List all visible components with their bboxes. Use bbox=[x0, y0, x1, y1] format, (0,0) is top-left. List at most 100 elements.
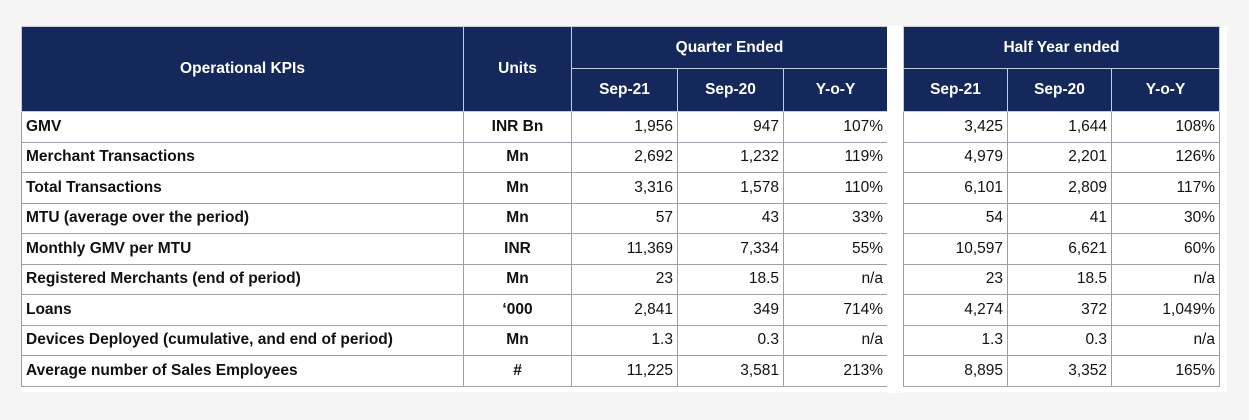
quarter-sep21-value: 11,225 bbox=[571, 355, 678, 387]
half-sep21-value: 10,597 bbox=[903, 233, 1008, 265]
header-half-sep21: Sep-21 bbox=[903, 68, 1008, 112]
kpi-unit: Mn bbox=[463, 141, 572, 173]
header-half-year-ended: Half Year ended bbox=[903, 26, 1220, 69]
kpi-name: Monthly GMV per MTU bbox=[21, 233, 464, 265]
half-sep21-value: 23 bbox=[903, 263, 1008, 295]
half-sep21-value: 4,274 bbox=[903, 294, 1008, 326]
half-sep20-value: 18.5 bbox=[1007, 263, 1112, 295]
half-sep20-value: 372 bbox=[1007, 294, 1112, 326]
kpi-name: Total Transactions bbox=[21, 172, 464, 204]
quarter-sep20-value: 43 bbox=[677, 202, 784, 234]
kpi-unit: Mn bbox=[463, 324, 572, 356]
table-row: Loans ‘000 2,841 349 714% bbox=[21, 294, 888, 326]
quarter-yoy-value: n/a bbox=[783, 263, 888, 295]
quarter-yoy-value: n/a bbox=[783, 324, 888, 356]
quarter-yoy-value: 33% bbox=[783, 202, 888, 234]
table-row: Registered Merchants (end of period) Mn … bbox=[21, 263, 888, 295]
quarter-yoy-value: 119% bbox=[783, 141, 888, 173]
kpi-unit: Mn bbox=[463, 202, 572, 234]
table-gap bbox=[887, 26, 903, 393]
quarter-sep20-value: 3,581 bbox=[677, 355, 784, 387]
table-row: Devices Deployed (cumulative, and end of… bbox=[21, 324, 888, 356]
table-row: 1.3 0.3 n/a bbox=[903, 324, 1220, 356]
table-row: Average number of Sales Employees # 11,2… bbox=[21, 355, 888, 387]
quarter-sep20-value: 18.5 bbox=[677, 263, 784, 295]
half-sep20-value: 2,809 bbox=[1007, 172, 1112, 204]
quarter-sep20-value: 947 bbox=[677, 111, 784, 143]
quarter-sep20-value: 7,334 bbox=[677, 233, 784, 265]
table-row: 3,425 1,644 108% bbox=[903, 111, 1220, 143]
quarter-sep20-value: 1,578 bbox=[677, 172, 784, 204]
quarter-yoy-value: 213% bbox=[783, 355, 888, 387]
kpi-unit: INR bbox=[463, 233, 572, 265]
half-sep21-value: 1.3 bbox=[903, 324, 1008, 356]
table-row: 23 18.5 n/a bbox=[903, 263, 1220, 295]
table-row: 4,979 2,201 126% bbox=[903, 141, 1220, 173]
quarter-yoy-value: 107% bbox=[783, 111, 888, 143]
half-sep21-value: 6,101 bbox=[903, 172, 1008, 204]
half-sep20-value: 3,352 bbox=[1007, 355, 1112, 387]
header-quarter-sep21: Sep-21 bbox=[571, 68, 678, 112]
kpi-unit: INR Bn bbox=[463, 111, 572, 143]
header-half-yoy: Y-o-Y bbox=[1111, 68, 1220, 112]
table-row: Merchant Transactions Mn 2,692 1,232 119… bbox=[21, 141, 888, 173]
kpi-unit: Mn bbox=[463, 263, 572, 295]
table-row: 8,895 3,352 165% bbox=[903, 355, 1220, 387]
half-yoy-value: 165% bbox=[1111, 355, 1220, 387]
half-sep20-value: 6,621 bbox=[1007, 233, 1112, 265]
half-yoy-value: 108% bbox=[1111, 111, 1220, 143]
quarter-sep21-value: 2,692 bbox=[571, 141, 678, 173]
table-row: 54 41 30% bbox=[903, 202, 1220, 234]
table-row: 6,101 2,809 117% bbox=[903, 172, 1220, 204]
kpi-name: Average number of Sales Employees bbox=[21, 355, 464, 387]
half-yoy-value: 60% bbox=[1111, 233, 1220, 265]
kpi-name: GMV bbox=[21, 111, 464, 143]
half-sep20-value: 41 bbox=[1007, 202, 1112, 234]
quarter-sep20-value: 1,232 bbox=[677, 141, 784, 173]
quarter-sep20-value: 0.3 bbox=[677, 324, 784, 356]
header-quarter-sep20: Sep-20 bbox=[677, 68, 784, 112]
table-row: MTU (average over the period) Mn 57 43 3… bbox=[21, 202, 888, 234]
kpi-name: Devices Deployed (cumulative, and end of… bbox=[21, 324, 464, 356]
half-sep21-value: 4,979 bbox=[903, 141, 1008, 173]
half-yoy-value: 30% bbox=[1111, 202, 1220, 234]
quarter-sep21-value: 1,956 bbox=[571, 111, 678, 143]
half-yoy-value: n/a bbox=[1111, 324, 1220, 356]
quarter-yoy-value: 110% bbox=[783, 172, 888, 204]
table-row: Total Transactions Mn 3,316 1,578 110% bbox=[21, 172, 888, 204]
kpi-name: Loans bbox=[21, 294, 464, 326]
kpi-name: MTU (average over the period) bbox=[21, 202, 464, 234]
header-half-sep20: Sep-20 bbox=[1007, 68, 1112, 112]
half-sep20-value: 2,201 bbox=[1007, 141, 1112, 173]
quarter-yoy-value: 55% bbox=[783, 233, 888, 265]
quarter-sep21-value: 3,316 bbox=[571, 172, 678, 204]
table-row: 4,274 372 1,049% bbox=[903, 294, 1220, 326]
kpi-name: Registered Merchants (end of period) bbox=[21, 263, 464, 295]
quarter-sep21-value: 23 bbox=[571, 263, 678, 295]
quarter-sep21-value: 57 bbox=[571, 202, 678, 234]
half-yoy-value: 1,049% bbox=[1111, 294, 1220, 326]
header-units: Units bbox=[463, 26, 572, 112]
table-row: 10,597 6,621 60% bbox=[903, 233, 1220, 265]
half-yoy-value: 126% bbox=[1111, 141, 1220, 173]
half-yoy-value: 117% bbox=[1111, 172, 1220, 204]
quarter-yoy-value: 714% bbox=[783, 294, 888, 326]
header-quarter-ended: Quarter Ended bbox=[571, 26, 888, 69]
half-sep21-value: 54 bbox=[903, 202, 1008, 234]
table-row: Monthly GMV per MTU INR 11,369 7,334 55% bbox=[21, 233, 888, 265]
kpi-unit: Mn bbox=[463, 172, 572, 204]
quarter-kpi-table: Operational KPIs Units Quarter Ended Sep… bbox=[21, 26, 888, 387]
quarter-sep21-value: 2,841 bbox=[571, 294, 678, 326]
quarter-sep21-value: 1.3 bbox=[571, 324, 678, 356]
kpi-unit: # bbox=[463, 355, 572, 387]
half-sep21-value: 3,425 bbox=[903, 111, 1008, 143]
quarter-sep21-value: 11,369 bbox=[571, 233, 678, 265]
header-operational-kpis: Operational KPIs bbox=[21, 26, 464, 112]
header-quarter-yoy: Y-o-Y bbox=[783, 68, 888, 112]
quarter-sep20-value: 349 bbox=[677, 294, 784, 326]
kpi-name: Merchant Transactions bbox=[21, 141, 464, 173]
half-yoy-value: n/a bbox=[1111, 263, 1220, 295]
half-sep21-value: 8,895 bbox=[903, 355, 1008, 387]
half-year-kpi-table: Half Year ended Sep-21 Sep-20 Y-o-Y 3,42… bbox=[903, 26, 1220, 387]
half-sep20-value: 0.3 bbox=[1007, 324, 1112, 356]
